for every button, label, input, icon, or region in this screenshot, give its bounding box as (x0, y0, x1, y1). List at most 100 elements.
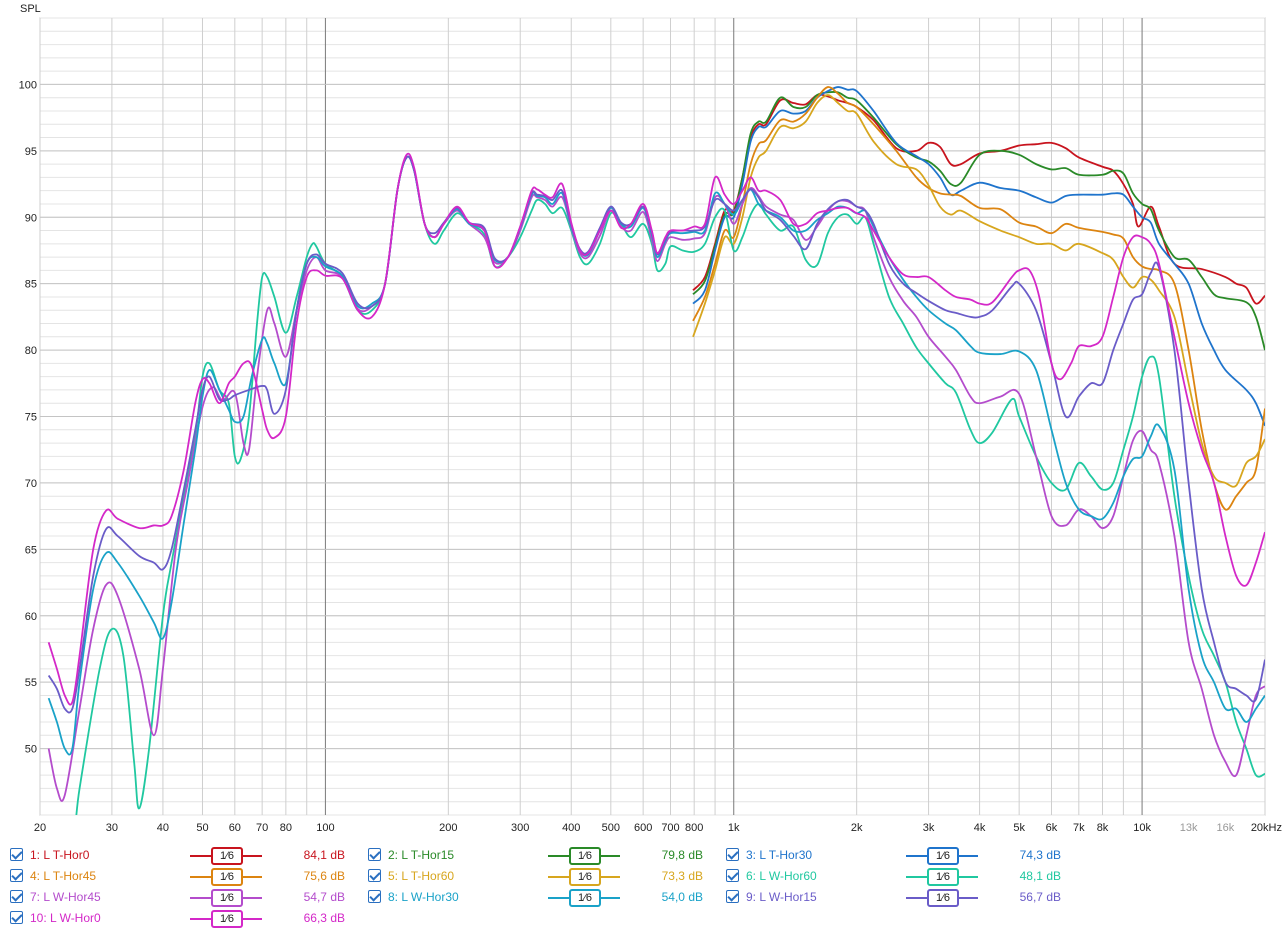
y-tick-label: 55 (25, 677, 37, 689)
x-tick-label: 5k (1013, 822, 1025, 834)
x-tick-label: 50 (196, 822, 208, 834)
y-tick-label: 80 (25, 345, 37, 357)
y-tick-label: 60 (25, 611, 37, 623)
legend: 1: L T-Hor0 1⁄6 84,1 dB 2: L T-Hor15 1⁄6 79,8… (0, 842, 1285, 928)
series-line-1 (692, 93, 1265, 305)
smoothing-button[interactable]: 1⁄6 (906, 847, 978, 865)
x-tick-label: 800 (685, 822, 703, 834)
x-tick-label: 600 (634, 822, 652, 834)
x-tick-label: 2k (851, 822, 863, 834)
smoothing-label: 1⁄6 (927, 868, 959, 886)
legend-item-1[interactable]: 1: L T-Hor0 1⁄6 84,1 dB (10, 845, 355, 866)
smoothing-button[interactable]: 1⁄6 (906, 868, 978, 886)
legend-level: 48,1 dB (1019, 869, 1061, 883)
legend-level: 79,8 dB (661, 848, 703, 862)
smoothing-label: 1⁄6 (569, 868, 601, 886)
x-tick-label: 4k (974, 822, 986, 834)
legend-level: 74,3 dB (1019, 848, 1061, 862)
x-tick-label: 6k (1046, 822, 1058, 834)
y-axis-label: SPL (20, 3, 41, 15)
smoothing-label: 1⁄6 (569, 889, 601, 907)
smoothing-button[interactable]: 1⁄6 (190, 910, 262, 928)
smoothing-label: 1⁄6 (927, 847, 959, 865)
legend-checkbox[interactable] (726, 848, 739, 861)
legend-item-10[interactable]: 10: L W-Hor0 1⁄6 66,3 dB (10, 908, 355, 929)
y-tick-label: 90 (25, 212, 37, 224)
smoothing-button[interactable]: 1⁄6 (548, 868, 620, 886)
smoothing-label: 1⁄6 (927, 889, 959, 907)
smoothing-button[interactable]: 1⁄6 (190, 889, 262, 907)
legend-checkbox[interactable] (10, 911, 23, 924)
x-tick-label: 3k (923, 822, 935, 834)
x-tick-label: 400 (562, 822, 580, 834)
legend-item-6[interactable]: 6: L W-Hor60 1⁄6 48,1 dB (726, 866, 1071, 887)
smoothing-label: 1⁄6 (211, 847, 243, 865)
smoothing-button[interactable]: 1⁄6 (548, 847, 620, 865)
series-line-8 (47, 155, 1265, 756)
y-tick-label: 85 (25, 279, 37, 291)
legend-item-8[interactable]: 8: L W-Hor30 1⁄6 54,0 dB (368, 887, 713, 908)
smoothing-button[interactable]: 1⁄6 (548, 889, 620, 907)
legend-item-2[interactable]: 2: L T-Hor15 1⁄6 79,8 dB (368, 845, 713, 866)
legend-name: 8: L W-Hor30 (388, 890, 459, 904)
series-line-5 (692, 94, 1265, 488)
legend-name: 2: L T-Hor15 (388, 848, 455, 862)
legend-checkbox[interactable] (10, 890, 23, 903)
y-tick-label: 95 (25, 146, 37, 158)
y-tick-label: 65 (25, 544, 37, 556)
x-tick-labels: 20 30 40 50 60 70 80 100 200 300 400 500 600 700 800 1k… (34, 822, 1282, 834)
y-tick-label: 100 (19, 79, 37, 91)
x-tick-label: 60 (229, 822, 241, 834)
frequency-response-chart: SPL 50 55 60 65 70 75 80 85 90 95 100 20 30 40 50 60 70… (19, 3, 1282, 834)
smoothing-button[interactable]: 1⁄6 (906, 889, 978, 907)
x-tick-label: 70 (256, 822, 268, 834)
legend-level: 54,7 dB (303, 890, 345, 904)
legend-checkbox[interactable] (368, 848, 381, 861)
legend-level: 84,1 dB (303, 848, 345, 862)
legend-checkbox[interactable] (726, 890, 739, 903)
legend-item-3[interactable]: 3: L T-Hor30 1⁄6 74,3 dB (726, 845, 1071, 866)
legend-name: 9: L W-Hor15 (746, 890, 817, 904)
legend-item-9[interactable]: 9: L W-Hor15 1⁄6 56,7 dB (726, 887, 1071, 908)
legend-name: 7: L W-Hor45 (30, 890, 101, 904)
legend-level: 56,7 dB (1019, 890, 1061, 904)
series-line-4 (692, 86, 1265, 511)
legend-name: 1: L T-Hor0 (30, 848, 90, 862)
x-tick-label: 1k (728, 822, 740, 834)
legend-level: 66,3 dB (303, 911, 345, 925)
legend-checkbox[interactable] (368, 890, 381, 903)
legend-item-7[interactable]: 7: L W-Hor45 1⁄6 54,7 dB (10, 887, 355, 908)
series-line-2 (692, 90, 1265, 351)
series-line-9 (47, 155, 1265, 714)
x-tick-label: 7k (1073, 822, 1085, 834)
x-tick-label: 13k (1180, 822, 1198, 834)
smoothing-button[interactable]: 1⁄6 (190, 868, 262, 886)
x-tick-label: 80 (280, 822, 292, 834)
series-lines (47, 86, 1265, 815)
smoothing-label: 1⁄6 (211, 868, 243, 886)
legend-level: 75,6 dB (303, 869, 345, 883)
legend-item-4[interactable]: 4: L T-Hor45 1⁄6 75,6 dB (10, 866, 355, 887)
smoothing-button[interactable]: 1⁄6 (190, 847, 262, 865)
x-tick-label: 20 (34, 822, 46, 834)
x-tick-label: 16k (1217, 822, 1235, 834)
x-tick-label: 100 (316, 822, 334, 834)
smoothing-label: 1⁄6 (569, 847, 601, 865)
smoothing-label: 1⁄6 (211, 910, 243, 928)
legend-item-5[interactable]: 5: L T-Hor60 1⁄6 73,3 dB (368, 866, 713, 887)
x-tick-label: 10k (1133, 822, 1151, 834)
legend-checkbox[interactable] (368, 869, 381, 882)
x-tick-label: 700 (661, 822, 679, 834)
x-tick-label: 30 (106, 822, 118, 834)
x-tick-label: 500 (602, 822, 620, 834)
x-tick-label: 300 (511, 822, 529, 834)
y-tick-label: 75 (25, 412, 37, 424)
legend-checkbox[interactable] (10, 869, 23, 882)
legend-level: 54,0 dB (661, 890, 703, 904)
legend-checkbox[interactable] (726, 869, 739, 882)
legend-level: 73,3 dB (661, 869, 703, 883)
legend-name: 10: L W-Hor0 (30, 911, 101, 925)
x-tick-label: 200 (439, 822, 457, 834)
legend-checkbox[interactable] (10, 848, 23, 861)
legend-name: 3: L T-Hor30 (746, 848, 813, 862)
